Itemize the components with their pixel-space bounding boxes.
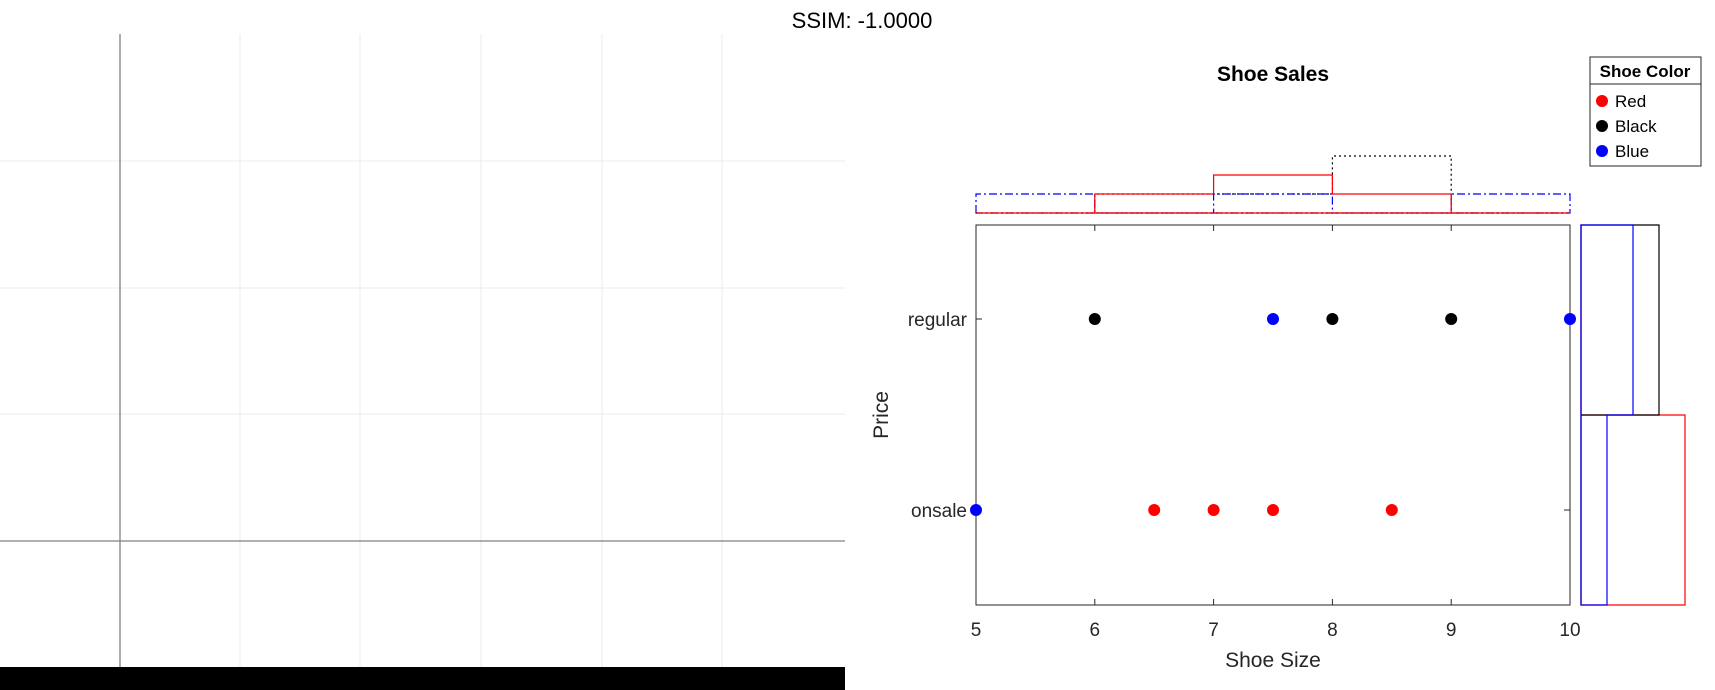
scatter-plot-box <box>975 224 1571 606</box>
right-histogram-blue <box>1580 224 1634 606</box>
legend-label-black: Black <box>1615 117 1657 136</box>
legend-label-blue: Blue <box>1615 142 1649 161</box>
legend-box <box>1589 56 1702 167</box>
legend-entries: Red Black Blue <box>1596 92 1657 161</box>
scatter-point-black <box>1088 313 1101 325</box>
x-tick-label: 5 <box>971 620 982 641</box>
legend-title: Shoe Color <box>1600 62 1691 81</box>
legend-marker-blue <box>1596 145 1608 157</box>
x-axis-label: Shoe Size <box>1225 649 1321 672</box>
scatter-point-red <box>1267 504 1279 516</box>
scatter-axes: 5 6 7 8 9 10 onsale regular <box>908 224 1581 641</box>
x-tick-label: 6 <box>1090 620 1101 641</box>
x-ticks: 5 6 7 8 9 10 <box>971 225 1581 641</box>
legend-marker-black <box>1596 120 1608 132</box>
ssim-label: SSIM: -1.0000 <box>792 8 933 33</box>
x-tick-label: 7 <box>1208 620 1219 641</box>
legend-label-red: Red <box>1615 92 1646 111</box>
left-plot-grid <box>0 34 845 667</box>
y-tick-label: regular <box>908 310 968 331</box>
y-axis-label: Price <box>870 391 893 439</box>
top-histogram-black <box>976 155 1570 214</box>
top-marginal-histogram <box>975 155 1571 214</box>
scatter-point-red <box>1207 504 1220 516</box>
left-bottom-black-bar <box>0 667 845 690</box>
scatter-point-blue <box>970 504 982 516</box>
scatter-point-red <box>1385 504 1398 516</box>
y-ticks: onsale regular <box>908 310 1570 522</box>
y-tick-label: onsale <box>911 501 967 522</box>
right-marginal-histogram <box>1580 224 1686 606</box>
x-tick-label: 10 <box>1559 620 1580 641</box>
left-empty-plot <box>0 34 845 690</box>
top-histogram-blue <box>975 193 1571 214</box>
scatter-point-blue <box>1564 313 1576 325</box>
left-plot-area <box>0 34 845 667</box>
legend-marker-red <box>1596 95 1608 107</box>
top-histogram-red <box>976 174 1570 214</box>
scatter-point-red <box>1148 504 1161 516</box>
scatter-point-black <box>1445 313 1458 325</box>
legend: Shoe Color Red Black Blue <box>1589 56 1702 167</box>
scatter-point-blue <box>1267 313 1279 325</box>
x-tick-label: 8 <box>1327 620 1338 641</box>
chart-title: Shoe Sales <box>1217 63 1329 86</box>
scatter-points <box>970 313 1576 516</box>
scatter-point-black <box>1326 313 1339 325</box>
x-tick-label: 9 <box>1446 620 1457 641</box>
